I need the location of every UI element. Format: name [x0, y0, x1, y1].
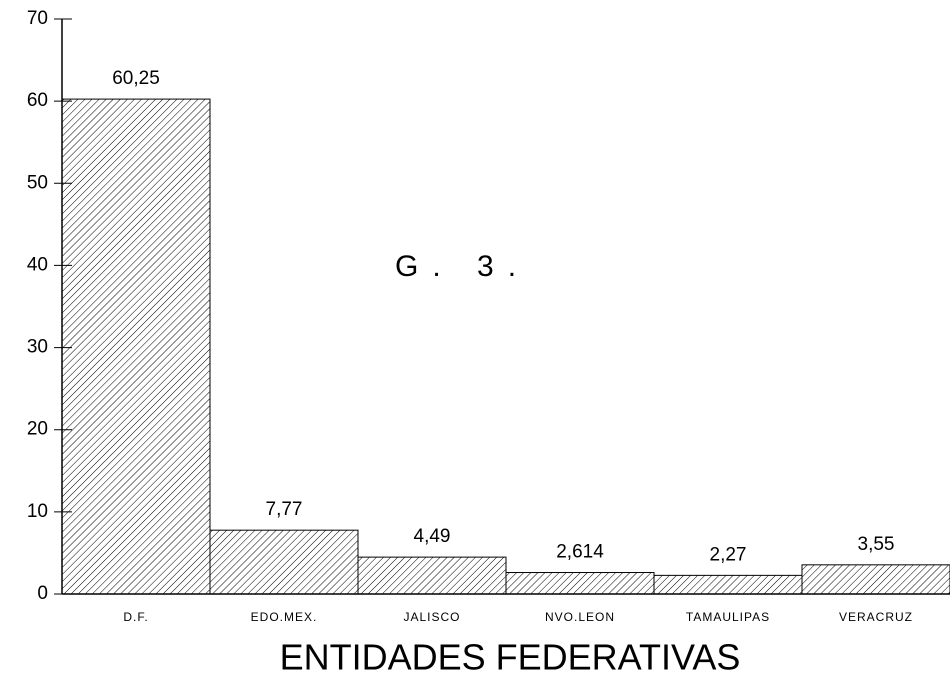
y-tick-label: 70 — [27, 8, 48, 29]
value-label: 2,614 — [556, 542, 604, 563]
y-tick-label: 0 — [37, 583, 48, 604]
bar — [357, 556, 507, 595]
bar — [61, 98, 211, 595]
x-tick-label: NVO.LEON — [545, 610, 615, 624]
value-label: 2,27 — [710, 544, 747, 565]
y-tick-label: 50 — [27, 172, 48, 193]
value-label: 4,49 — [414, 526, 451, 547]
bar — [653, 574, 803, 595]
value-label: 60,25 — [112, 68, 160, 89]
y-tick-label: 30 — [27, 337, 48, 358]
y-tick-label: 10 — [27, 501, 48, 522]
bar — [801, 564, 950, 595]
annotation: G. 3. — [395, 250, 530, 283]
bar — [505, 572, 655, 595]
x-tick-label: JALISCO — [403, 610, 460, 624]
y-tick-label: 40 — [27, 254, 48, 275]
bar — [209, 529, 359, 595]
x-tick-label: TAMAULIPAS — [686, 610, 770, 624]
x-tick-label: EDO.MEX. — [251, 610, 318, 624]
value-label: 7,77 — [266, 499, 303, 520]
x-tick-label: VERACRUZ — [839, 610, 913, 624]
x-tick-label: D.F. — [123, 610, 148, 624]
value-label: 3,55 — [858, 534, 895, 555]
x-axis-title: ENTIDADES FEDERATIVAS — [280, 637, 741, 678]
y-tick-label: 60 — [27, 90, 48, 111]
y-tick-label: 20 — [27, 419, 48, 440]
